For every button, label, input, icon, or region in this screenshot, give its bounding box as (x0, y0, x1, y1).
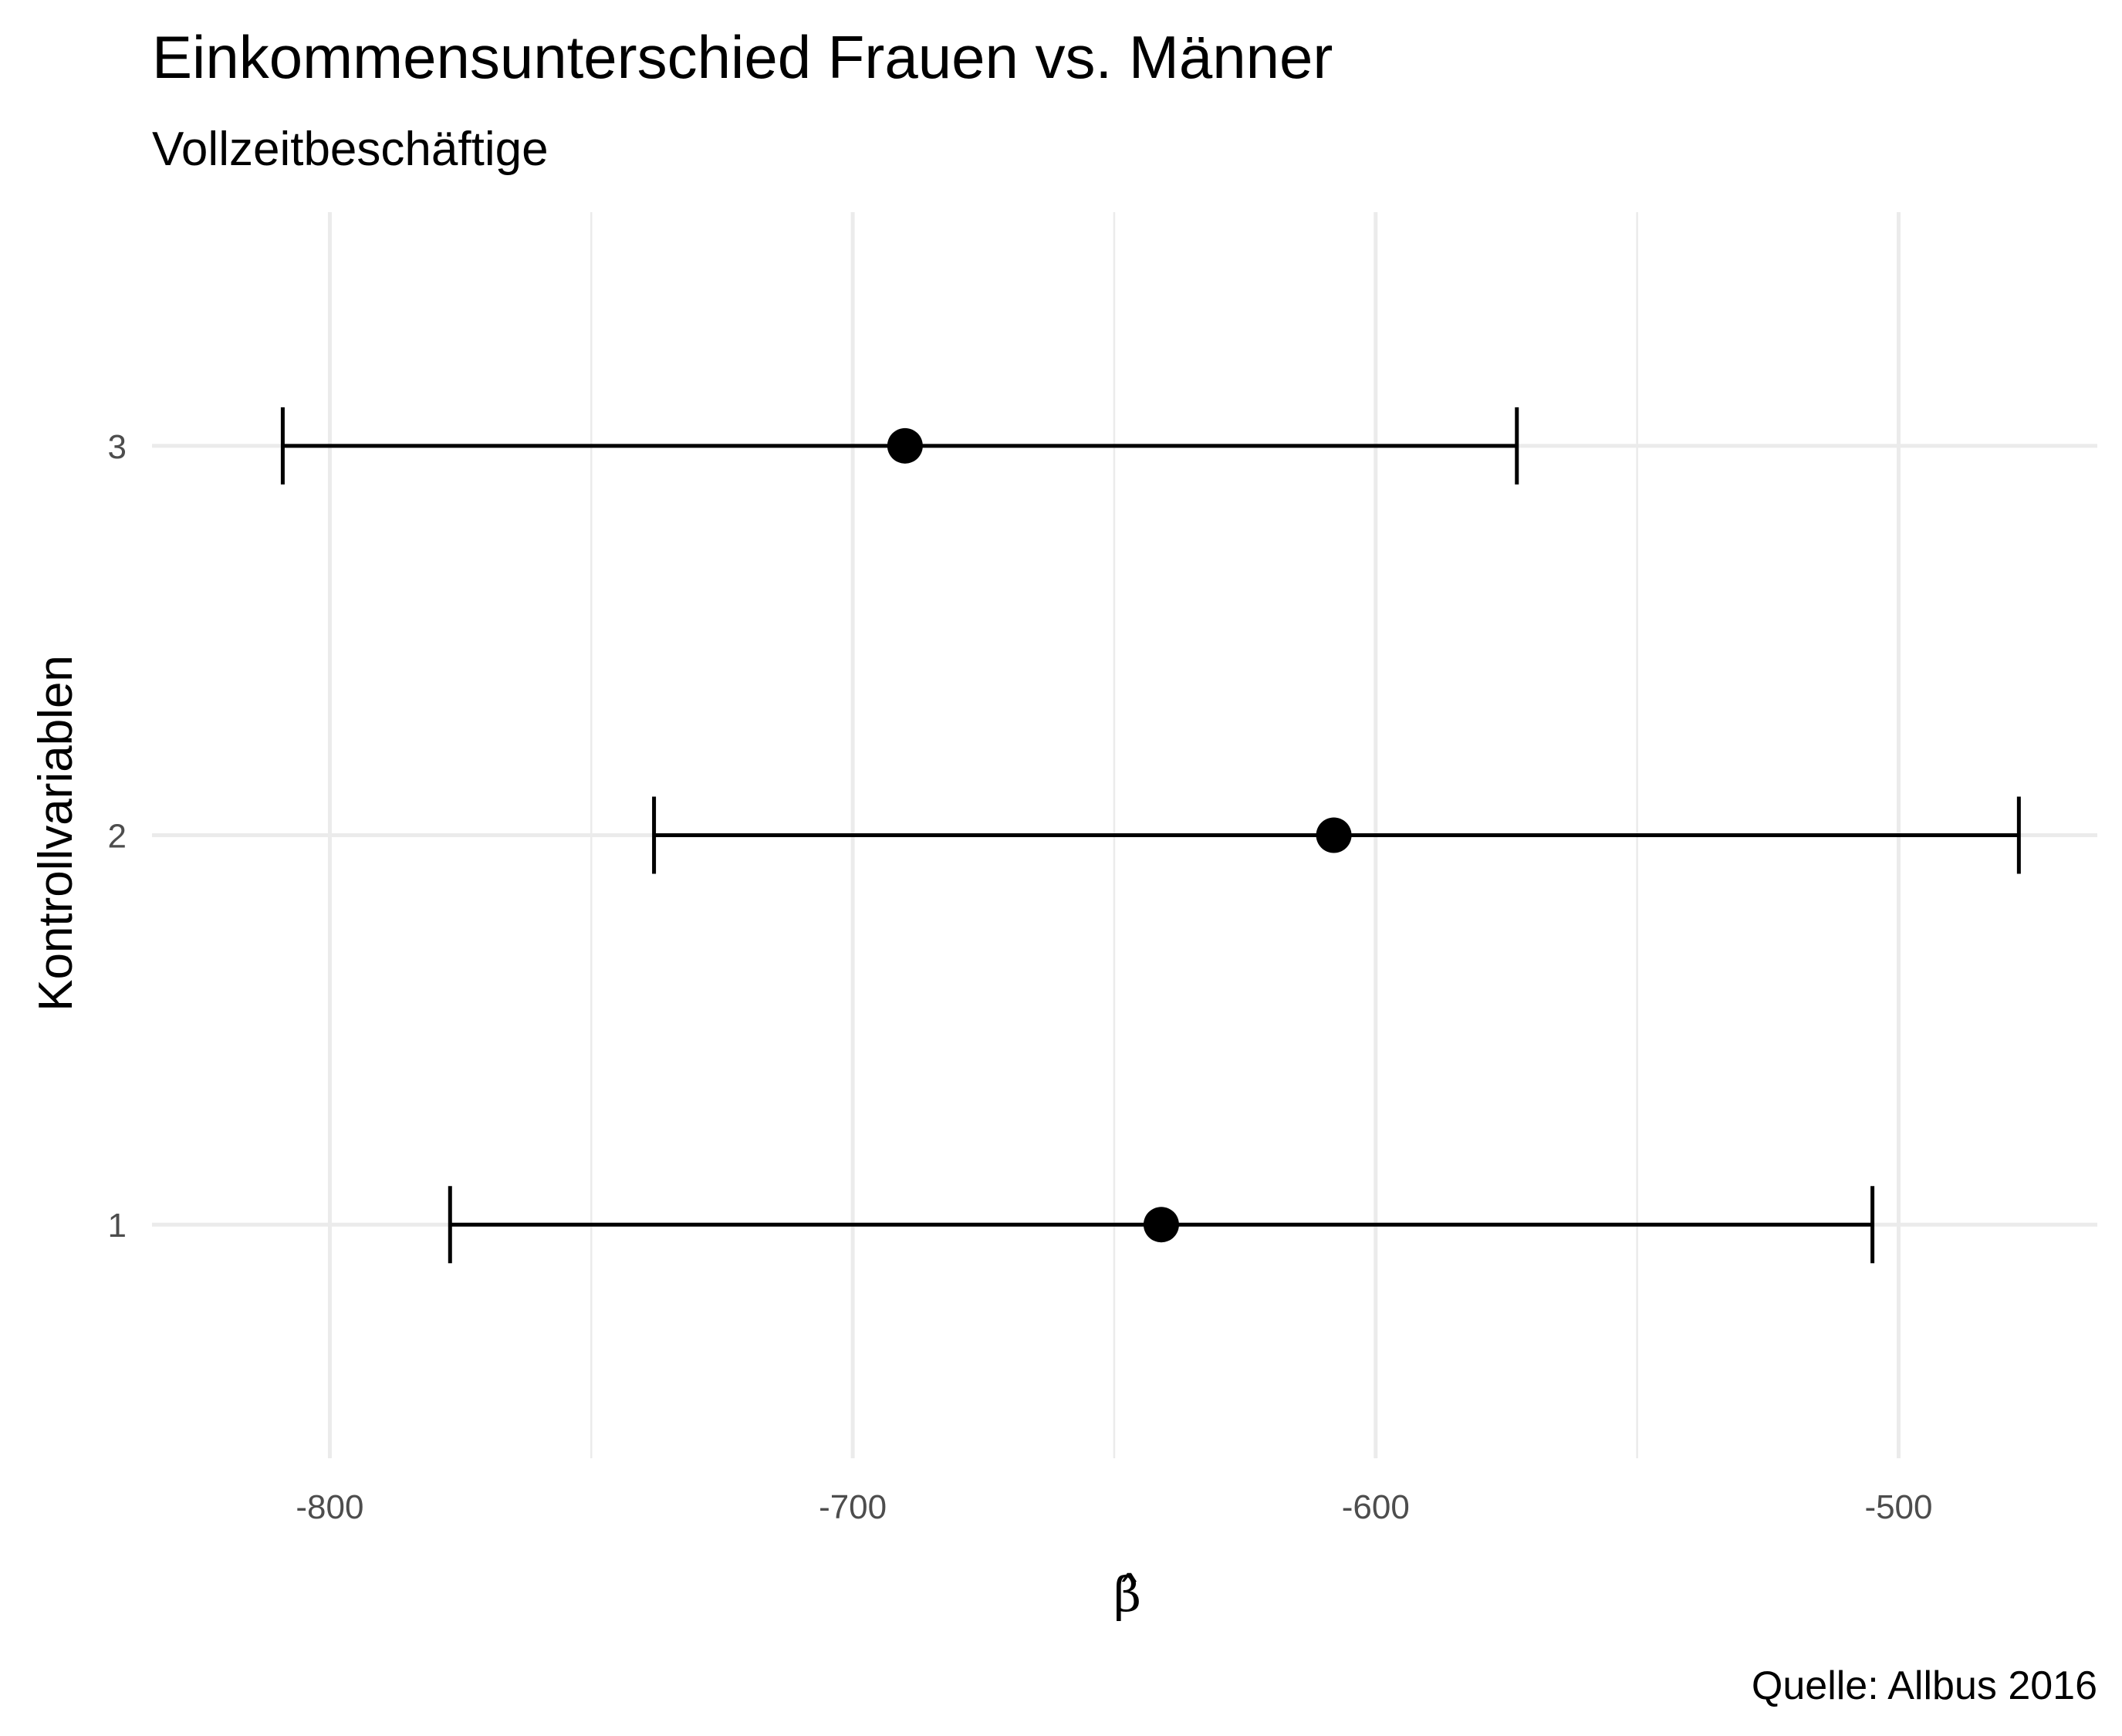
error-bar-row (652, 796, 2021, 874)
x-tick-label: -800 (296, 1488, 363, 1526)
x-tick-label: -700 (819, 1488, 887, 1526)
x-axis-tick-labels: -800 -700 -600 -500 (296, 1488, 1932, 1526)
estimate-point (1143, 1207, 1179, 1243)
chart-subtitle: Vollzeitbeschäftige (152, 123, 549, 176)
estimate-point (887, 427, 923, 464)
chart-title: Einkommensunterschied Frauen vs. Männer (152, 23, 1333, 91)
y-axis-title: Kontrollvariablen (29, 655, 83, 1012)
x-tick-label: -600 (1342, 1488, 1410, 1526)
y-axis-tick-labels: 1 2 3 (108, 428, 127, 1245)
y-tick-label: 3 (108, 428, 127, 466)
y-tick-label: 1 (108, 1207, 127, 1245)
error-bar-row (280, 407, 1519, 485)
chart-caption: Quelle: Allbus 2016 (1752, 1663, 2097, 1708)
x-tick-label: -500 (1864, 1488, 1932, 1526)
error-bars (280, 407, 2021, 1264)
x-axis-title: β̂ (1113, 1566, 1141, 1623)
estimate-point (1316, 817, 1352, 853)
error-bar-row (448, 1186, 1875, 1264)
y-tick-label: 2 (108, 818, 127, 856)
